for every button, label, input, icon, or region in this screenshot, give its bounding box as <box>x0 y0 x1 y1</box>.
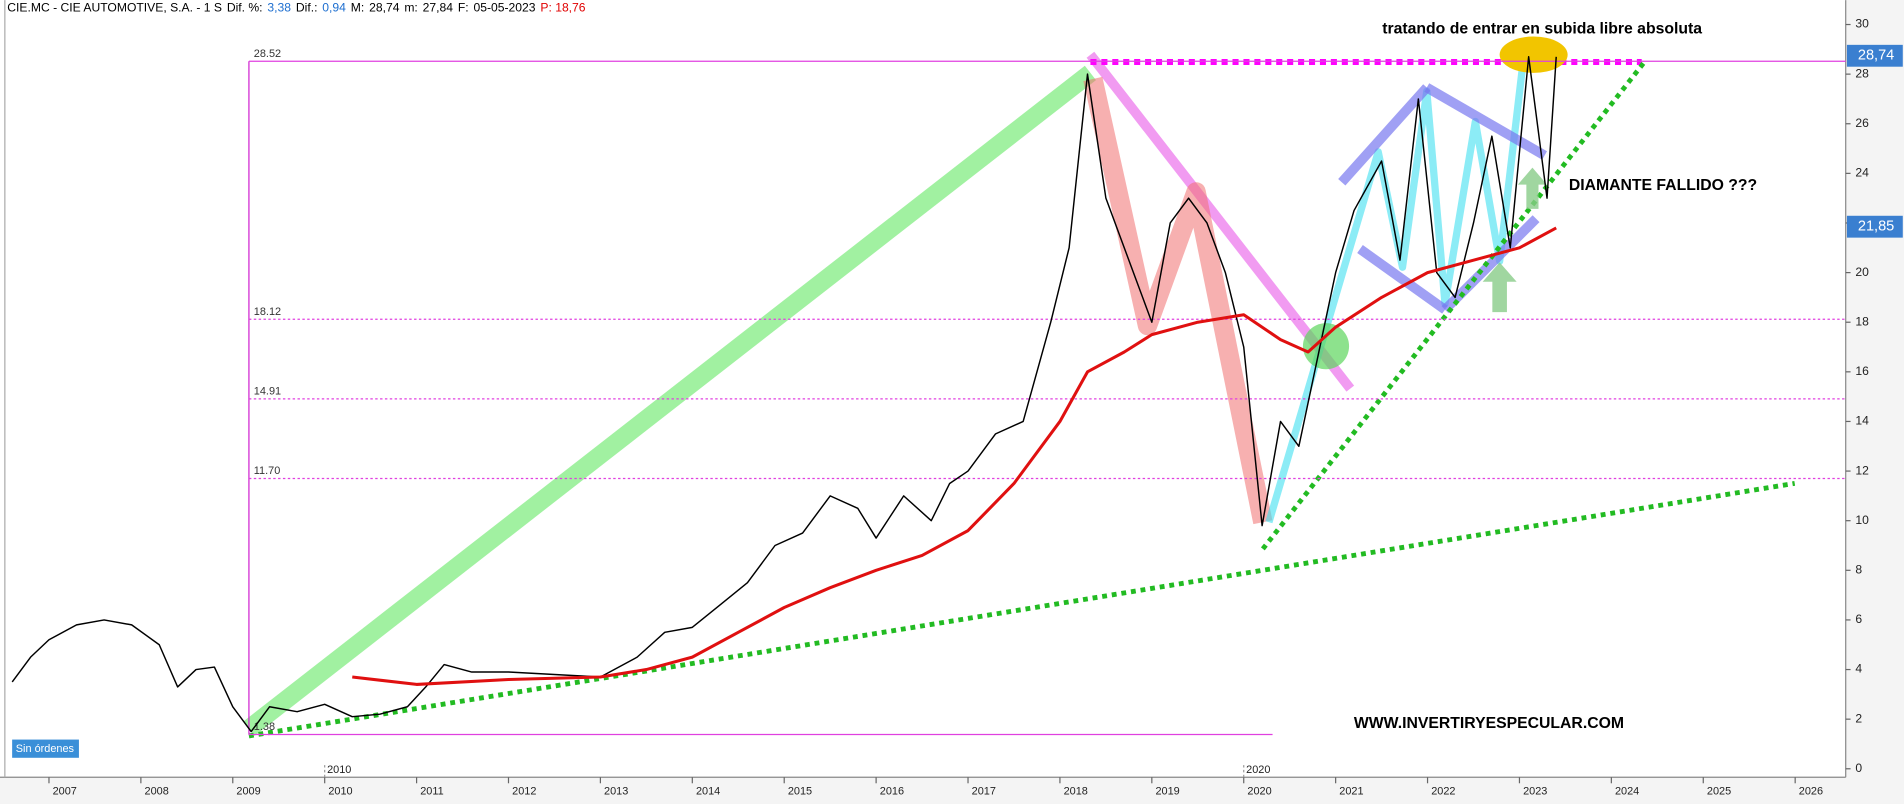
x-tick-label: 2013 <box>604 786 628 798</box>
swing-band <box>1265 54 1528 524</box>
y-tick-label: 26 <box>1855 116 1869 130</box>
header-part: 05-05-2023 <box>473 1 535 15</box>
support-line <box>248 480 1796 739</box>
level-label: 1.38 <box>254 721 275 733</box>
diamond-edge <box>1357 245 1448 314</box>
x-tick-label: 2020 <box>1247 786 1271 798</box>
y-tick-label: 20 <box>1855 265 1869 279</box>
x-tick-label: 2024 <box>1615 786 1639 798</box>
header-part: F: <box>458 1 469 15</box>
header-part: P: 18,76 <box>540 1 585 15</box>
price-tag-label: 28,74 <box>1858 48 1894 64</box>
header-part: 0,94 <box>322 1 346 15</box>
price-tag <box>1846 44 1903 67</box>
header: CIE.MC - CIE AUTOMOTIVE, S.A. - 1 S Dif. … <box>7 1 586 15</box>
trend-band <box>1086 51 1355 392</box>
x-tick-label: 2017 <box>972 786 996 798</box>
up-arrow <box>1517 167 1547 209</box>
highlight-circle <box>1302 323 1350 370</box>
x-tick-label: 2018 <box>1064 786 1088 798</box>
x-tick-label: 2014 <box>696 786 720 798</box>
price-line <box>11 56 1557 733</box>
y-tick-label: 0 <box>1855 761 1862 775</box>
y-tick-label: 10 <box>1855 513 1869 527</box>
x-tick-label: 2021 <box>1339 786 1363 798</box>
support-line <box>1260 59 1648 551</box>
x-tick-label: 2023 <box>1523 786 1547 798</box>
header-part: M: <box>351 1 364 15</box>
x-tick-label: 2011 <box>420 786 443 798</box>
y-tick-label: 6 <box>1855 612 1862 626</box>
y-tick-label: 14 <box>1855 414 1869 428</box>
annotation: tratando de entrar en subida libre absol… <box>1382 20 1702 37</box>
annotation: DIAMANTE FALLIDO ??? <box>1569 177 1757 194</box>
x-tick-label: 2026 <box>1799 786 1823 798</box>
diamond-edge <box>1338 84 1431 186</box>
x-tick-label: 2010 <box>328 786 352 798</box>
x-marker-label: 2010 <box>327 764 351 776</box>
y-tick-label: 16 <box>1855 364 1869 378</box>
header-part: 28,74 <box>369 1 400 15</box>
level-label: 11.70 <box>254 465 280 477</box>
level-label: 14.91 <box>254 385 281 397</box>
y-tick-label: 8 <box>1855 563 1862 577</box>
x-tick-label: 2009 <box>236 786 260 798</box>
up-arrow <box>1482 262 1517 313</box>
header-part: Dif.: <box>296 1 318 15</box>
x-tick-label: 2016 <box>880 786 904 798</box>
status: Sin órdenes <box>16 743 75 755</box>
header-part: 27,84 <box>423 1 454 15</box>
y-tick-label: 12 <box>1855 463 1869 477</box>
trend-band <box>243 65 1097 736</box>
annotation: WWW.INVERTIRYESPECULAR.COM <box>1354 715 1624 732</box>
status-box <box>12 739 79 758</box>
x-tick-label: 2019 <box>1155 786 1179 798</box>
y-tick-label: 30 <box>1855 17 1869 31</box>
header-part: Dif. %: <box>227 1 263 15</box>
x-tick-label: 2022 <box>1431 786 1455 798</box>
swing-band <box>1083 76 1273 525</box>
x-axis-panel <box>0 777 1904 804</box>
x-tick-label: 2025 <box>1707 786 1731 798</box>
header-part: CIE.MC - CIE AUTOMOTIVE, S.A. - 1 S <box>7 1 222 15</box>
diamond-edge <box>1424 83 1547 160</box>
header-part: 3,38 <box>267 1 291 15</box>
y-tick-label: 18 <box>1855 314 1869 328</box>
level-label: 18.12 <box>254 306 281 318</box>
y-tick-label: 28 <box>1855 66 1869 80</box>
x-marker-label: 2020 <box>1246 764 1270 776</box>
price-line <box>352 226 1557 686</box>
y-tick-label: 2 <box>1855 711 1862 725</box>
drawings <box>243 36 1796 739</box>
x-tick-label: 2015 <box>788 786 812 798</box>
price-tag-label: 21,85 <box>1858 219 1894 235</box>
x-tick-label: 2008 <box>145 786 169 798</box>
x-tick-label: 2007 <box>53 786 77 798</box>
y-tick-label: 4 <box>1855 662 1862 676</box>
x-tick-label: 2012 <box>512 786 536 798</box>
y-axis-panel <box>1845 0 1904 804</box>
level-label: 28.52 <box>254 48 281 60</box>
y-tick-label: 24 <box>1855 166 1869 180</box>
header-part: m: <box>404 1 417 15</box>
highlight-ellipse <box>1499 36 1568 73</box>
price-tag <box>1846 215 1903 238</box>
